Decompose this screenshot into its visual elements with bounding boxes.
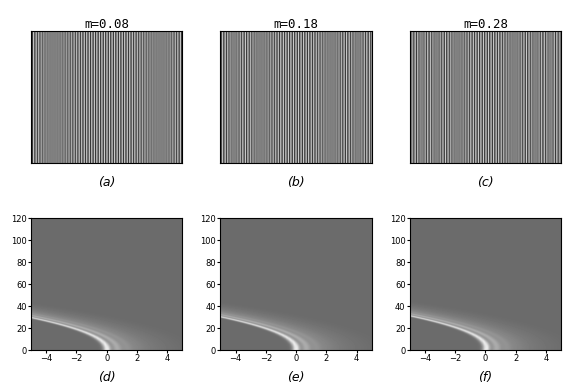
Title: m=0.18: m=0.18 xyxy=(274,18,319,31)
Text: (c): (c) xyxy=(477,176,494,189)
Title: m=0.08: m=0.08 xyxy=(84,18,129,31)
Text: (f): (f) xyxy=(478,371,492,384)
Text: (e): (e) xyxy=(287,371,305,384)
Text: (d): (d) xyxy=(98,371,116,384)
Title: m=0.28: m=0.28 xyxy=(463,18,508,31)
Text: (a): (a) xyxy=(98,176,116,189)
Text: (b): (b) xyxy=(287,176,305,189)
